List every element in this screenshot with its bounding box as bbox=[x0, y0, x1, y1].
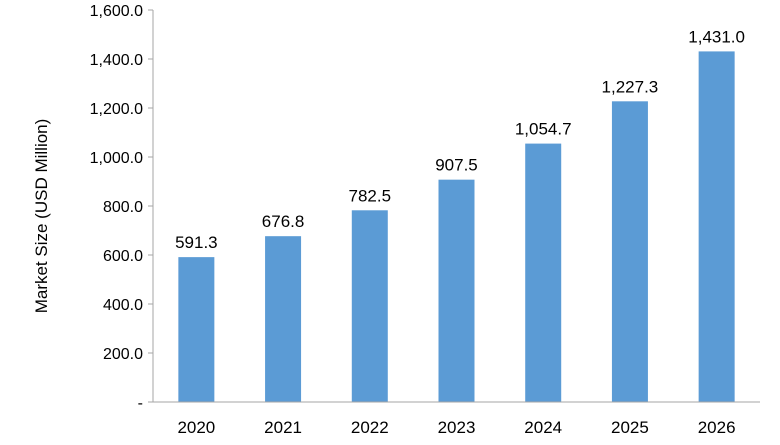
data-label-2020: 591.3 bbox=[175, 233, 218, 252]
bar-2020 bbox=[178, 257, 215, 402]
bar-2023 bbox=[438, 179, 475, 402]
bar-2024 bbox=[525, 143, 562, 402]
y-tick-label: 1,000.0 bbox=[90, 150, 143, 167]
data-label-2021: 676.8 bbox=[262, 212, 305, 231]
bar-2026 bbox=[698, 51, 735, 402]
y-tick-label: 1,200.0 bbox=[90, 101, 143, 118]
data-label-2022: 782.5 bbox=[349, 186, 392, 205]
bar-2025 bbox=[611, 101, 648, 403]
y-tick-label: 200.0 bbox=[103, 346, 143, 363]
x-tick-label-2026: 2026 bbox=[698, 418, 736, 437]
data-label-2026: 1,431.0 bbox=[688, 27, 745, 46]
y-tick-label: 400.0 bbox=[103, 297, 143, 314]
bar-2022 bbox=[351, 210, 388, 402]
data-label-2025: 1,227.3 bbox=[602, 77, 659, 96]
x-tick-label-2025: 2025 bbox=[611, 418, 649, 437]
x-tick-label-2021: 2021 bbox=[264, 418, 302, 437]
y-tick-label: 600.0 bbox=[103, 248, 143, 265]
y-tick-label: 1,400.0 bbox=[90, 52, 143, 69]
y-tick-label: 800.0 bbox=[103, 199, 143, 216]
y-tick-label: 1,600.0 bbox=[90, 3, 143, 20]
x-axis-labels: 2020 2021 2022 2023 2024 2025 2026 bbox=[177, 418, 735, 437]
bar-2021 bbox=[265, 236, 302, 402]
y-axis-ticks: - 200.0 400.0 600.0 800.0 1,000.0 1,200.0 1,400… bbox=[90, 3, 153, 412]
y-tick-label: - bbox=[138, 395, 143, 412]
x-tick-label-2020: 2020 bbox=[177, 418, 215, 437]
x-tick-label-2022: 2022 bbox=[351, 418, 389, 437]
data-labels-group: 591.3 676.8 782.5 907.5 1,054.7 1,227.3 1,431.… bbox=[175, 27, 745, 252]
x-tick-label-2023: 2023 bbox=[438, 418, 476, 437]
data-label-2024: 1,054.7 bbox=[515, 120, 572, 139]
bars-group bbox=[178, 51, 735, 403]
x-tick-label-2024: 2024 bbox=[524, 418, 562, 437]
y-axis-title: Market Size (USD Million) bbox=[32, 119, 51, 314]
data-label-2023: 907.5 bbox=[435, 156, 478, 175]
